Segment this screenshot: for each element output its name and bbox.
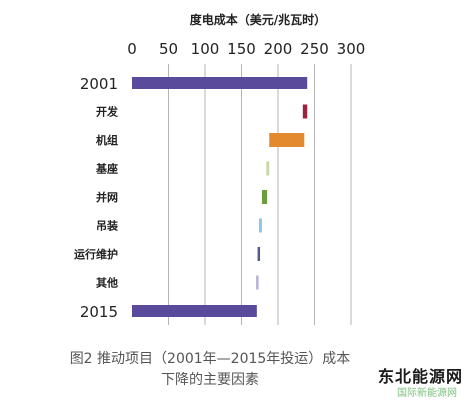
x-tick-label: 200 (264, 40, 293, 58)
category-label: 其他 (96, 276, 118, 290)
category-label: 吊装 (96, 219, 118, 233)
category-label: 运行维护 (74, 247, 118, 261)
category-label: 2001 (80, 75, 118, 93)
x-tick-label: 50 (159, 40, 178, 58)
x-tick-label: 300 (337, 40, 366, 58)
x-tick-label: 150 (227, 40, 256, 58)
bar-step (259, 218, 262, 233)
bar-total (132, 77, 308, 89)
bar-step (257, 247, 261, 261)
bar-step (261, 190, 268, 204)
figure-caption-line-1: 图2 推动项目（2001年—2015年投运）成本 (69, 351, 351, 367)
category-label: 开发 (96, 105, 119, 119)
category-label: 基座 (95, 162, 118, 176)
bar-step (302, 104, 308, 119)
bar-step (266, 161, 270, 176)
category-label: 机组 (96, 133, 118, 147)
bar-step (256, 275, 259, 290)
x-tick-label: 0 (127, 40, 137, 58)
category-label: 2015 (80, 303, 118, 321)
x-tick-labels: 0 50 100 150 200 250 300 (127, 40, 365, 58)
x-tick-label: 100 (191, 40, 220, 58)
bars (132, 77, 308, 317)
category-label: 并网 (96, 190, 118, 204)
x-tick-label: 250 (300, 40, 329, 58)
grid-lines (168, 64, 352, 325)
watermark-subtext: 国际新能源网 (397, 388, 457, 399)
watermark-logo: 东北能源网 (377, 367, 463, 386)
bar-total (132, 305, 257, 317)
figure-caption-line-2: 下降的主要因素 (161, 372, 259, 388)
chart-title: 度电成本（美元/兆瓦时） (190, 12, 326, 27)
bar-step (269, 133, 305, 147)
